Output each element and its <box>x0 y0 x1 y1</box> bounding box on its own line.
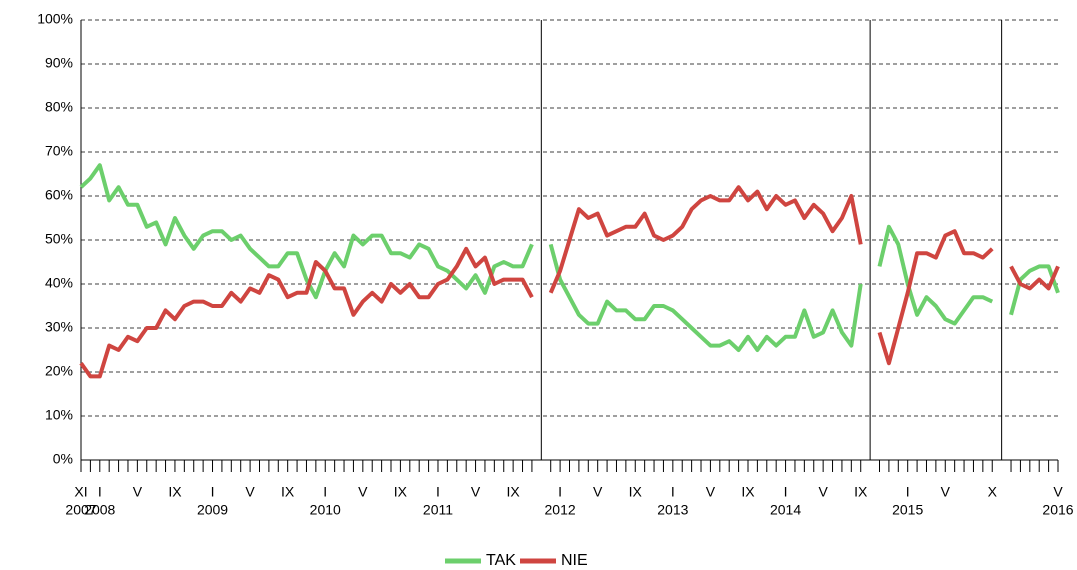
y-tick-label: 30% <box>45 319 73 335</box>
x-tick-label: IX <box>629 484 643 500</box>
x-tick-label: XI <box>74 484 87 500</box>
x-tick-label: I <box>436 484 440 500</box>
x-tick-label: V <box>471 484 481 500</box>
x-year-label: 2011 <box>423 502 453 518</box>
x-year-label: 2008 <box>84 502 115 518</box>
y-tick-label: 20% <box>45 363 73 379</box>
x-tick-label: V <box>818 484 828 500</box>
x-year-label: 2012 <box>545 502 576 518</box>
x-tick-label: V <box>358 484 368 500</box>
x-tick-label: V <box>1053 484 1063 500</box>
x-year-label: 2010 <box>310 502 341 518</box>
x-tick-label: IX <box>281 484 295 500</box>
x-tick-label: IX <box>854 484 868 500</box>
x-tick-label: V <box>593 484 603 500</box>
y-tick-label: 0% <box>53 451 73 467</box>
legend-label: TAK <box>486 552 516 569</box>
y-tick-label: 10% <box>45 407 73 423</box>
x-year-label: 2014 <box>770 502 801 518</box>
x-tick-label: I <box>906 484 910 500</box>
y-tick-label: 100% <box>37 11 73 27</box>
x-year-label: 2016 <box>1042 502 1073 518</box>
x-year-label: 2013 <box>657 502 688 518</box>
series-line <box>79 185 1060 379</box>
x-tick-label: I <box>323 484 327 500</box>
x-tick-label: I <box>98 484 102 500</box>
y-tick-label: 50% <box>45 231 73 247</box>
legend-label: NIE <box>561 552 588 569</box>
x-tick-label: I <box>211 484 215 500</box>
x-tick-label: I <box>558 484 562 500</box>
y-tick-label: 60% <box>45 187 73 203</box>
x-year-label: 2009 <box>197 502 228 518</box>
x-tick-label: I <box>671 484 675 500</box>
y-tick-label: 70% <box>45 143 73 159</box>
x-tick-label: IX <box>394 484 408 500</box>
x-tick-label: IX <box>507 484 521 500</box>
series-line <box>79 163 1060 352</box>
x-year-label: 2015 <box>892 502 923 518</box>
y-tick-label: 80% <box>45 99 73 115</box>
x-tick-label: IX <box>741 484 755 500</box>
x-year-label: 2007 <box>65 502 96 518</box>
x-tick-label: V <box>245 484 255 500</box>
x-tick-label: X <box>988 484 998 500</box>
x-tick-label: IX <box>168 484 182 500</box>
x-tick-label: I <box>784 484 788 500</box>
y-tick-label: 90% <box>45 55 73 71</box>
x-tick-label: V <box>706 484 716 500</box>
x-tick-label: V <box>941 484 951 500</box>
x-tick-label: V <box>133 484 143 500</box>
y-tick-label: 40% <box>45 275 73 291</box>
